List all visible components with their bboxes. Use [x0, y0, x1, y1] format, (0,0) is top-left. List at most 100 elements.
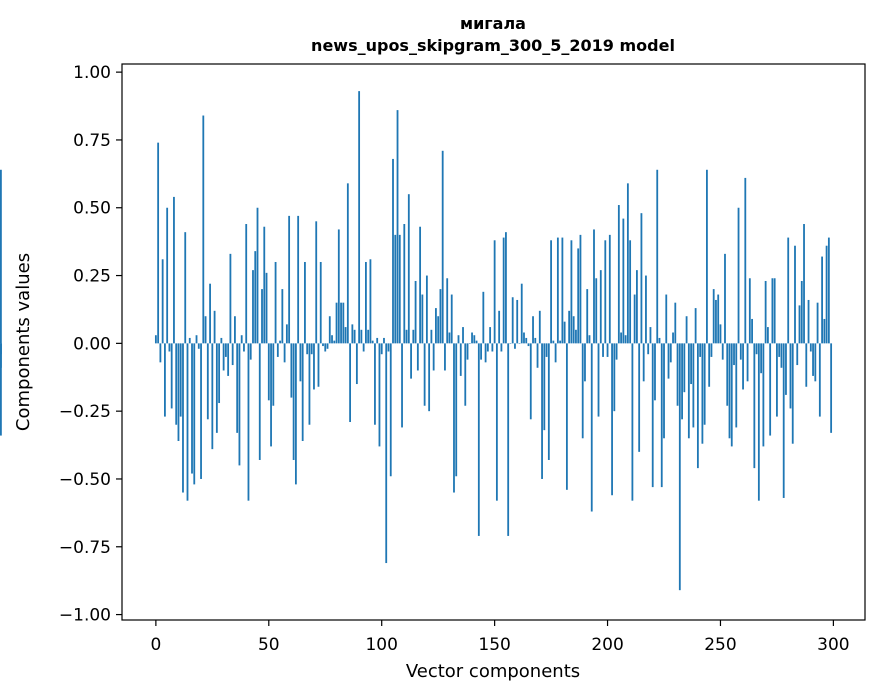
bar-154: [502, 237, 505, 344]
bar-264: [751, 318, 753, 344]
bar-235: [685, 316, 688, 344]
bar-257: [735, 343, 738, 428]
bar-278: [782, 343, 785, 498]
bar-31: [224, 343, 227, 357]
bar-81: [337, 229, 340, 344]
bar-125: [437, 316, 440, 344]
bar-275: [776, 343, 778, 417]
bar-245: [708, 343, 711, 387]
bar-93: [365, 261, 367, 344]
bar-167: [532, 316, 534, 344]
bar-254: [728, 343, 731, 439]
bar-232: [678, 343, 681, 591]
bar-62: [294, 343, 297, 485]
bar-248: [715, 299, 717, 344]
bar-75: [324, 343, 327, 352]
bar-181: [563, 321, 566, 344]
bar-196: [597, 343, 600, 417]
bar-215: [640, 213, 643, 344]
bar-103: [387, 343, 390, 352]
bar-123: [432, 343, 435, 371]
y-tick-label-4: 0.00: [73, 334, 111, 354]
bar-5: [166, 207, 169, 344]
bar-63: [297, 215, 300, 344]
bar-137: [464, 343, 467, 406]
bar-164: [525, 337, 528, 344]
bar-265: [753, 343, 756, 469]
bar-47: [261, 289, 263, 344]
bar-292: [814, 343, 817, 382]
bar-269: [762, 343, 765, 447]
bar-174: [547, 343, 550, 460]
bar-199: [604, 240, 607, 344]
chart-title-line-2: news_upos_skipgram_300_5_2019 model: [311, 36, 675, 55]
bar-4: [164, 343, 166, 417]
bar-41: [247, 343, 250, 501]
bar-97: [374, 343, 376, 425]
y-axis-ticks: 1.00 0.75 0.50 0.25 0.00 −0.25 −0.50 −0.75 −1.00: [59, 63, 122, 626]
bar-57: [283, 343, 286, 363]
bar-55: [279, 340, 281, 344]
bar-40: [245, 224, 248, 344]
bar-135: [459, 343, 462, 376]
bar-7: [170, 343, 173, 409]
bar-17: [193, 343, 196, 485]
bar-21: [202, 115, 205, 344]
bar-43: [252, 270, 254, 344]
bar-58: [285, 324, 288, 344]
bar-242: [701, 343, 704, 444]
bar-297: [825, 245, 828, 344]
y-tick-label-0: 1.00: [73, 63, 111, 83]
bar-48: [263, 226, 266, 344]
bar-206: [620, 332, 622, 344]
bar-261: [744, 177, 747, 344]
bar-252: [724, 253, 726, 344]
bar-219: [649, 327, 652, 344]
x-tick-label-200: 200: [591, 635, 623, 655]
bar-117: [419, 226, 422, 344]
bar-145: [482, 291, 485, 344]
bar-246: [710, 343, 713, 357]
bar-46: [258, 343, 261, 460]
bar-194: [593, 229, 595, 344]
bar-212: [633, 294, 636, 344]
bar-281: [789, 343, 792, 409]
bar-130: [448, 332, 451, 344]
bar-28: [218, 343, 221, 404]
bar-160: [516, 299, 519, 344]
bar-273: [771, 278, 774, 344]
bar-126: [439, 289, 442, 344]
bar-143: [477, 343, 480, 536]
bar-133: [455, 343, 458, 477]
bar-272: [769, 343, 772, 436]
x-tick-label-0: 0: [150, 635, 161, 655]
bar-211: [631, 343, 634, 501]
bar-193: [590, 343, 593, 512]
bar-38: [240, 335, 243, 344]
bar-180: [561, 237, 564, 344]
bar-259: [739, 343, 742, 360]
bar-45: [256, 207, 259, 344]
bar-161: [518, 343, 521, 344]
bar-37: [238, 343, 241, 466]
bar-156: [507, 343, 510, 536]
bar-82: [340, 302, 342, 344]
bar-294: [818, 343, 821, 417]
bar-237: [690, 343, 693, 385]
bar-11: [179, 343, 182, 417]
bar-214: [638, 343, 641, 452]
bar-95: [369, 259, 372, 344]
bar-49: [265, 272, 268, 344]
bar-189: [581, 343, 584, 439]
bar-208: [624, 335, 627, 344]
bar-149: [491, 343, 494, 352]
bar-175: [550, 240, 552, 344]
bar-271: [766, 327, 769, 344]
bar-240: [696, 343, 699, 469]
bar-256: [733, 343, 735, 366]
bar-152: [498, 310, 501, 344]
bar-178: [556, 237, 559, 344]
y-tick-label-6: −0.50: [59, 470, 111, 490]
bar-150: [493, 240, 496, 344]
bar-19: [197, 343, 200, 349]
